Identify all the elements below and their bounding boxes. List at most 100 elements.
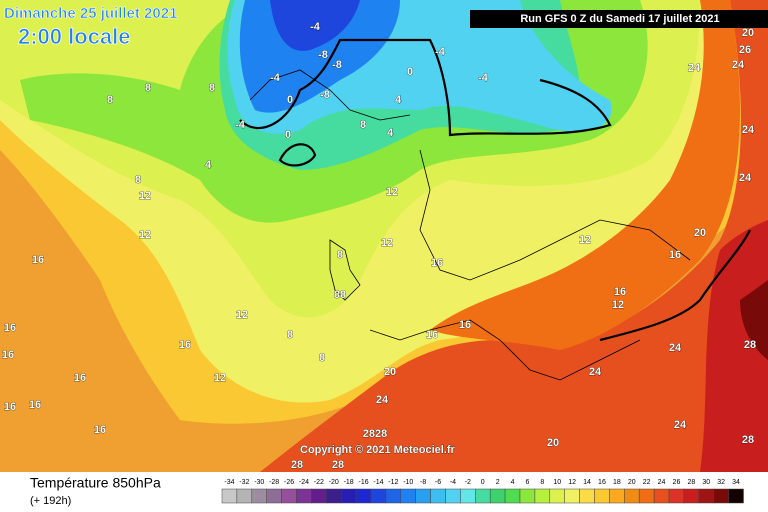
contour-label: 16 xyxy=(4,322,16,334)
contour-label: -4 xyxy=(435,46,446,58)
contour-label: 4 xyxy=(387,127,394,139)
contour-label: -8 xyxy=(332,59,342,71)
colorbar-tick-label: -10 xyxy=(403,479,413,486)
contour-label: 16 xyxy=(459,319,471,331)
contour-label: -4 xyxy=(270,72,281,84)
contour-label: 16 xyxy=(32,254,44,266)
contour-label: -4 xyxy=(310,21,321,33)
colorbar-cell xyxy=(728,488,744,504)
contour-label: 0 xyxy=(285,129,291,141)
contour-label: 24 xyxy=(739,172,752,184)
contour-label: 88 xyxy=(334,289,346,301)
field-32 xyxy=(740,280,768,360)
colorbar-tick-label: 30 xyxy=(702,479,710,486)
colorbar-cell xyxy=(221,488,238,504)
colorbar-tick-label: 4 xyxy=(511,479,515,486)
colorbar-tick-label: -30 xyxy=(254,479,264,486)
colorbar-tick-label: -4 xyxy=(450,479,456,486)
colorbar-cell xyxy=(638,488,655,504)
contour-label: 8 xyxy=(209,82,215,94)
contour-label: 16 xyxy=(426,329,438,341)
forecast-date: Dimanche 25 juillet 2021 xyxy=(4,5,177,22)
colorbar-tick-label: -34 xyxy=(224,479,234,486)
colorbar-cell xyxy=(236,488,253,504)
contour-label: 24 xyxy=(376,394,389,406)
colorbar-cell xyxy=(326,488,342,504)
colorbar-cell xyxy=(460,488,476,504)
colorbar-cell xyxy=(370,488,387,504)
contour-label: 12 xyxy=(381,237,393,249)
colorbar-cell xyxy=(549,488,565,504)
contour-label: -4 xyxy=(478,72,489,84)
colorbar-tick-label: 2 xyxy=(496,479,500,486)
contour-label: 0 xyxy=(287,94,293,106)
contour-label: 4 xyxy=(395,94,402,106)
field-20 xyxy=(430,0,740,350)
contour-label: 12 xyxy=(214,372,226,384)
field-24 xyxy=(260,0,768,472)
colorbar-tick-label: 20 xyxy=(628,479,636,486)
colorbar-tick-label: -14 xyxy=(373,479,383,486)
colorbar-cell xyxy=(713,488,729,504)
coastlines xyxy=(249,69,691,381)
colorbar-cell xyxy=(534,488,551,504)
contour-label: 16 xyxy=(669,249,681,261)
contour-label: 20 xyxy=(694,227,706,239)
contour-label: 28 xyxy=(332,459,344,471)
colorbar-cell xyxy=(504,488,521,504)
colorbar-cell xyxy=(311,488,327,504)
colorbar-tick-label: -22 xyxy=(314,479,324,486)
contour-label: 8 xyxy=(319,352,325,364)
contour-label: 0 xyxy=(407,66,413,78)
colorbar-tick-label: -26 xyxy=(284,479,294,486)
contour-label: 12 xyxy=(386,186,398,198)
contour-label: 12 xyxy=(579,234,591,246)
colorbar-tick-label: 6 xyxy=(525,479,529,486)
run-banner xyxy=(470,10,768,28)
contour-label: 20 xyxy=(547,437,559,449)
colorbar-tick-label: 32 xyxy=(717,479,725,486)
colorbar-tick-label: 24 xyxy=(658,479,666,486)
contour-label: 16 xyxy=(431,257,443,269)
contour-label: 20 xyxy=(384,366,396,378)
colorbar-cell xyxy=(385,488,402,504)
colorbar-cell xyxy=(653,488,670,504)
contour-label: 24 xyxy=(589,366,602,378)
colorbar-tick-label: -24 xyxy=(299,479,309,486)
contour-label: 24 xyxy=(742,124,755,136)
contour-label: 16 xyxy=(2,349,14,361)
contour-label: 8 xyxy=(145,82,151,94)
contour-label: 8 xyxy=(360,119,366,131)
contour-label: -4 xyxy=(235,119,246,131)
colorbar-cell xyxy=(579,488,595,504)
colorbar-tick-label: 8 xyxy=(540,479,544,486)
colorbar-tick-label: 16 xyxy=(598,479,606,486)
contour-label: 12 xyxy=(612,299,624,311)
contour-label: 20 xyxy=(742,27,754,39)
colorbar-cell xyxy=(564,488,580,504)
contour-label: 16 xyxy=(29,399,41,411)
colorbar-cell xyxy=(683,488,700,504)
contour-label: 4 xyxy=(205,159,212,171)
colorbar-cell xyxy=(624,488,640,504)
colorbar-cell xyxy=(400,488,416,504)
colorbar-tick-label: -18 xyxy=(344,479,354,486)
colorbar-cell xyxy=(475,488,491,504)
contour-label: 12 xyxy=(139,229,151,241)
colorbar-cell xyxy=(355,488,372,504)
colorbar-cell xyxy=(266,488,282,504)
colorbar-tick-label: -16 xyxy=(358,479,368,486)
contour-label: 16 xyxy=(4,401,16,413)
colorbar-tick-label: -32 xyxy=(239,479,249,486)
colorbar-tick-label: 14 xyxy=(583,479,591,486)
colorbar-tick-label: 26 xyxy=(673,479,681,486)
contour-label: 8 xyxy=(287,329,293,341)
colorbar-cell xyxy=(281,488,297,504)
colorbar-tick-label: -20 xyxy=(329,479,339,486)
colorbar-cell xyxy=(296,488,312,504)
contour-label: 24 xyxy=(669,342,682,354)
run-info: Run GFS 0 Z du Samedi 17 juillet 2021 xyxy=(520,13,719,25)
contour-label: 2828 xyxy=(363,428,387,440)
legend-subtitle: (+ 192h) xyxy=(30,495,71,507)
contour-label: 28 xyxy=(291,459,303,471)
